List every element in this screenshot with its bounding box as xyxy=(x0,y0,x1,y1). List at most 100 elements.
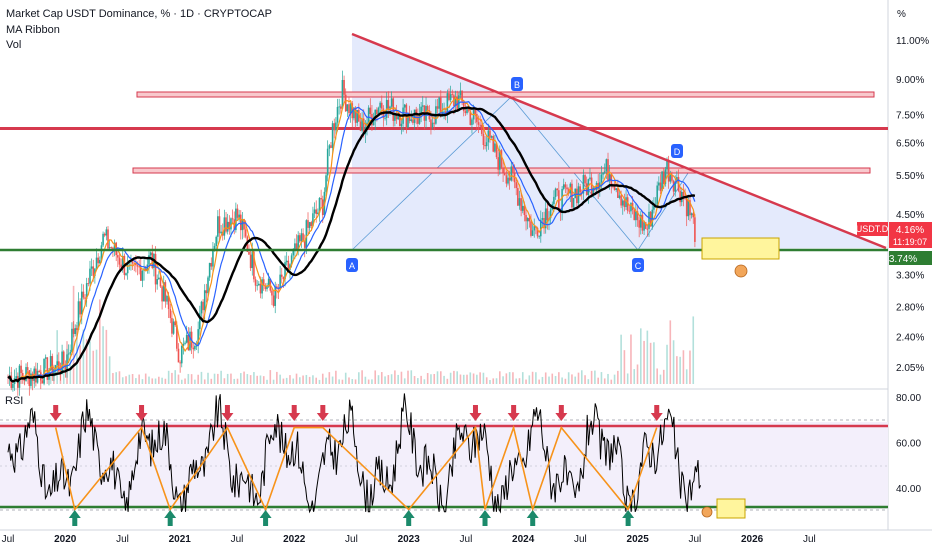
candle-body xyxy=(289,264,291,270)
candle-body xyxy=(218,216,221,234)
candle-body xyxy=(669,174,672,182)
volume-bar xyxy=(213,373,216,384)
candle-body xyxy=(69,352,72,354)
volume-bar xyxy=(207,372,209,384)
volume-bar xyxy=(128,374,131,384)
candle-body xyxy=(302,233,304,241)
candle-body xyxy=(348,104,350,114)
rsi-pane-label[interactable]: RSI xyxy=(5,395,24,407)
unit-button[interactable]: % xyxy=(897,9,906,20)
sell-arrow-shaft xyxy=(320,405,326,413)
point-d[interactable]: D xyxy=(671,144,683,158)
candle-body xyxy=(623,200,626,208)
candle-body xyxy=(377,107,380,115)
target-box[interactable] xyxy=(701,237,780,260)
volume-bar xyxy=(299,377,301,384)
point-c[interactable]: C xyxy=(632,258,644,272)
candle-body xyxy=(248,251,250,255)
resistance-line-mid[interactable] xyxy=(0,127,888,130)
chart-title[interactable]: Market Cap USDT Dominance, % · 1D · CRYP… xyxy=(6,8,272,20)
rsi-tick-label: 80.00 xyxy=(896,393,921,404)
sell-arrow-shaft xyxy=(472,405,478,413)
candle-body xyxy=(449,94,452,100)
candle-body xyxy=(389,106,391,109)
candle-body xyxy=(136,265,139,267)
candle-body xyxy=(454,96,457,107)
time-axis[interactable]: Jul 2020 Jul 2021 Jul 2022 Jul 2023 Jul 2024 Jul 20… xyxy=(2,534,816,545)
volume-bar xyxy=(636,364,639,384)
volume-bar xyxy=(502,376,504,384)
candle-body xyxy=(664,169,667,184)
candle-body xyxy=(376,109,378,115)
time-tick-label: 2025 xyxy=(627,534,650,545)
volume-bar xyxy=(302,375,304,384)
volume-bar xyxy=(639,328,642,384)
candle-body xyxy=(659,182,662,191)
candle-body xyxy=(602,172,604,175)
sell-arrow-head xyxy=(49,413,62,421)
volume-bar xyxy=(233,378,236,384)
candle-body xyxy=(369,107,372,114)
candle-body xyxy=(687,200,690,217)
candle-body xyxy=(362,118,365,134)
volume-bar xyxy=(495,378,498,384)
candle-body xyxy=(505,175,508,184)
price-tick-label: 6.50% xyxy=(896,138,924,149)
volume-bar xyxy=(643,340,645,384)
candle-body xyxy=(205,290,208,294)
volume-bar xyxy=(459,374,462,384)
price-axis[interactable]: 11.00% 9.00% 7.50% 6.50% 5.50% 4.50% 3.30% 2.80… xyxy=(896,36,929,374)
candle-body xyxy=(251,251,254,269)
volume-bar xyxy=(656,368,658,384)
candle-body xyxy=(315,209,318,214)
sell-arrow-head xyxy=(135,413,148,421)
point-a[interactable]: A xyxy=(346,258,358,272)
volume-bar xyxy=(115,372,117,384)
indicator-volume[interactable]: Vol xyxy=(6,39,22,51)
candle-body xyxy=(26,367,29,371)
price-badge[interactable]: USDT.D 4.16% 11:19:07 3.74% xyxy=(856,222,932,265)
volume-bar xyxy=(305,374,308,384)
volume-bar xyxy=(190,374,193,384)
volume-bar xyxy=(692,316,695,384)
candle-body xyxy=(436,106,439,109)
point-b[interactable]: B xyxy=(511,77,523,91)
rsi-target-box[interactable] xyxy=(716,498,746,519)
time-tick-label: Jul xyxy=(2,534,15,545)
volume-bar xyxy=(220,370,222,384)
candle-body xyxy=(495,143,498,158)
volume-bar xyxy=(472,373,475,384)
candle-body xyxy=(64,365,67,371)
volume-bar xyxy=(574,376,577,384)
sell-arrow-shaft xyxy=(53,405,59,413)
volume-bar xyxy=(439,371,442,384)
candle-body xyxy=(448,93,450,100)
candle-body xyxy=(490,136,493,138)
candle-body xyxy=(279,274,281,290)
candle-body xyxy=(21,373,24,378)
volume-bar xyxy=(449,372,452,384)
candle-body xyxy=(305,220,308,248)
candle-body xyxy=(413,109,416,123)
rsi-zigzag xyxy=(54,424,658,513)
candle-body xyxy=(553,196,555,205)
candle-body xyxy=(330,145,332,148)
candle-body xyxy=(512,166,514,174)
volume-bar xyxy=(180,379,183,384)
descending-trendline[interactable] xyxy=(351,32,887,250)
volume-bar xyxy=(272,379,275,384)
volume-bar xyxy=(131,374,134,384)
rsi-axis[interactable]: 80.00 60.00 40.00 xyxy=(896,393,921,495)
volume-bar xyxy=(646,330,649,384)
volume-bar xyxy=(184,378,186,384)
candle-body xyxy=(464,111,467,114)
sell-arrow-shaft xyxy=(654,405,660,413)
candle-body xyxy=(439,97,442,116)
indicator-ma-ribbon[interactable]: MA Ribbon xyxy=(6,24,60,36)
candle-body xyxy=(38,370,40,373)
volume-bar xyxy=(623,350,626,384)
candle-body xyxy=(603,171,606,173)
candle-body xyxy=(202,301,204,311)
candle-body xyxy=(90,266,93,269)
